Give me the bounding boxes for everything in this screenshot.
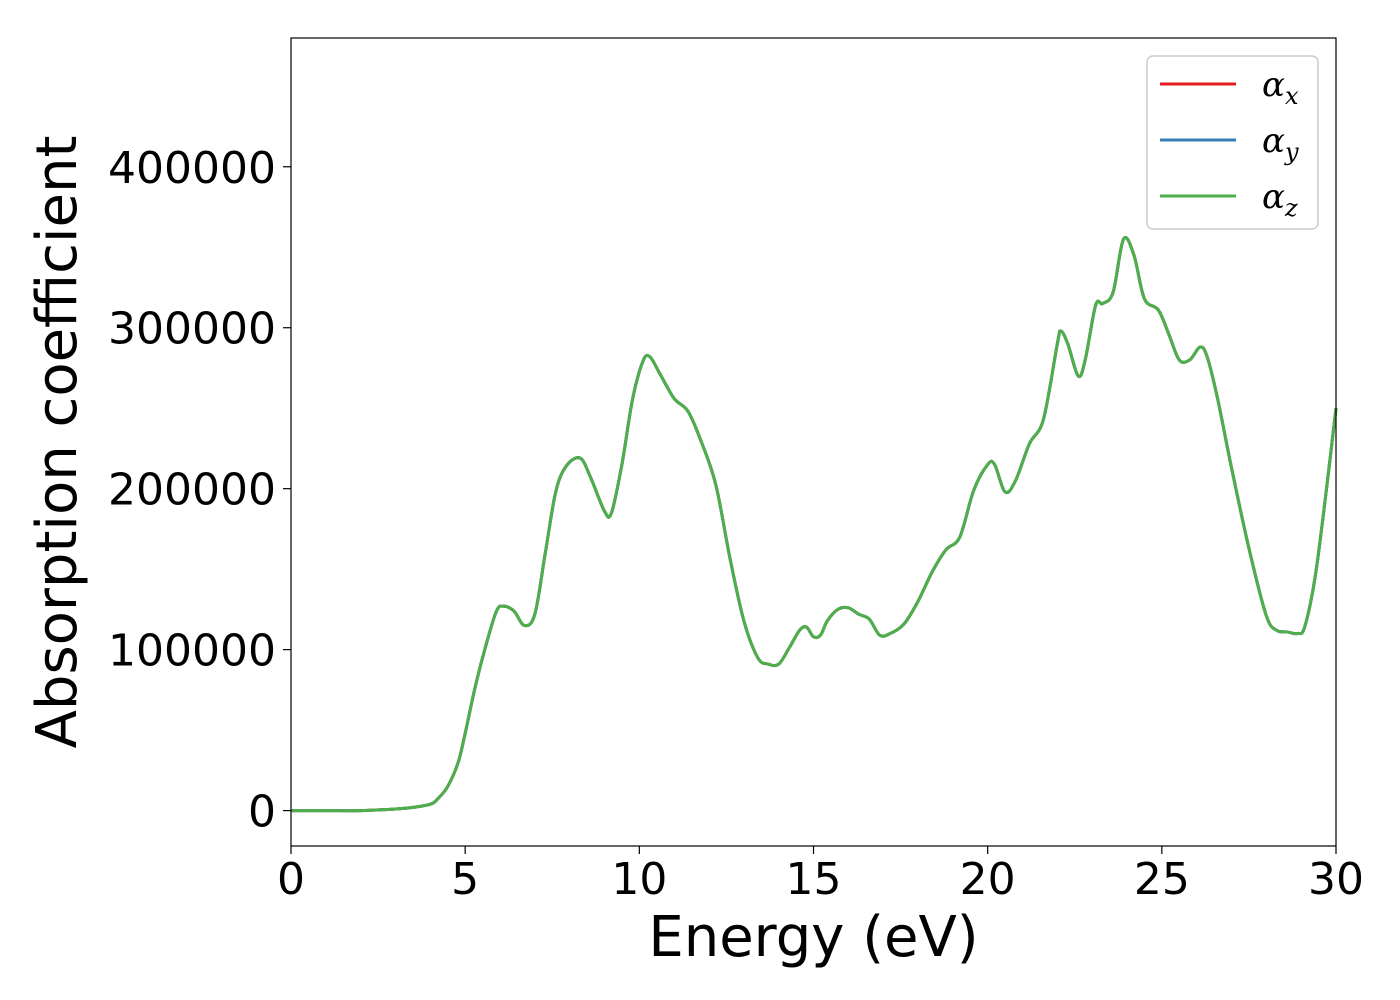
y-axis-label: Absorption coefficient <box>25 136 90 749</box>
y-tick-label: 400000 <box>108 143 276 194</box>
series-line-3 <box>291 236 1338 813</box>
legend: αx αy αz <box>1146 55 1319 230</box>
x-axis-label: Energy (eV) <box>648 905 978 970</box>
x-tick-label: 0 <box>277 854 305 905</box>
y-tick-label: 0 <box>248 787 276 838</box>
x-tick-label: 25 <box>1134 854 1190 905</box>
x-tick-label: 10 <box>611 854 667 905</box>
y-tick-label: 100000 <box>108 626 276 677</box>
x-tick-label: 20 <box>960 854 1016 905</box>
series-group <box>291 236 1338 813</box>
x-tick-label: 15 <box>786 854 842 905</box>
legend-label-z: αz <box>1262 177 1298 222</box>
x-tick-label: 30 <box>1308 854 1364 905</box>
y-tick-label: 200000 <box>108 465 276 516</box>
y-axis-ticks: 0 100000 200000 300000 400000 <box>108 143 291 838</box>
legend-box <box>1146 55 1319 230</box>
legend-label-x: αx <box>1262 65 1299 110</box>
x-tick-label: 5 <box>451 854 479 905</box>
legend-label-y: αy <box>1262 121 1299 166</box>
y-tick-label: 300000 <box>108 304 276 355</box>
x-axis-ticks: 0 5 10 15 20 25 30 <box>277 846 1364 905</box>
